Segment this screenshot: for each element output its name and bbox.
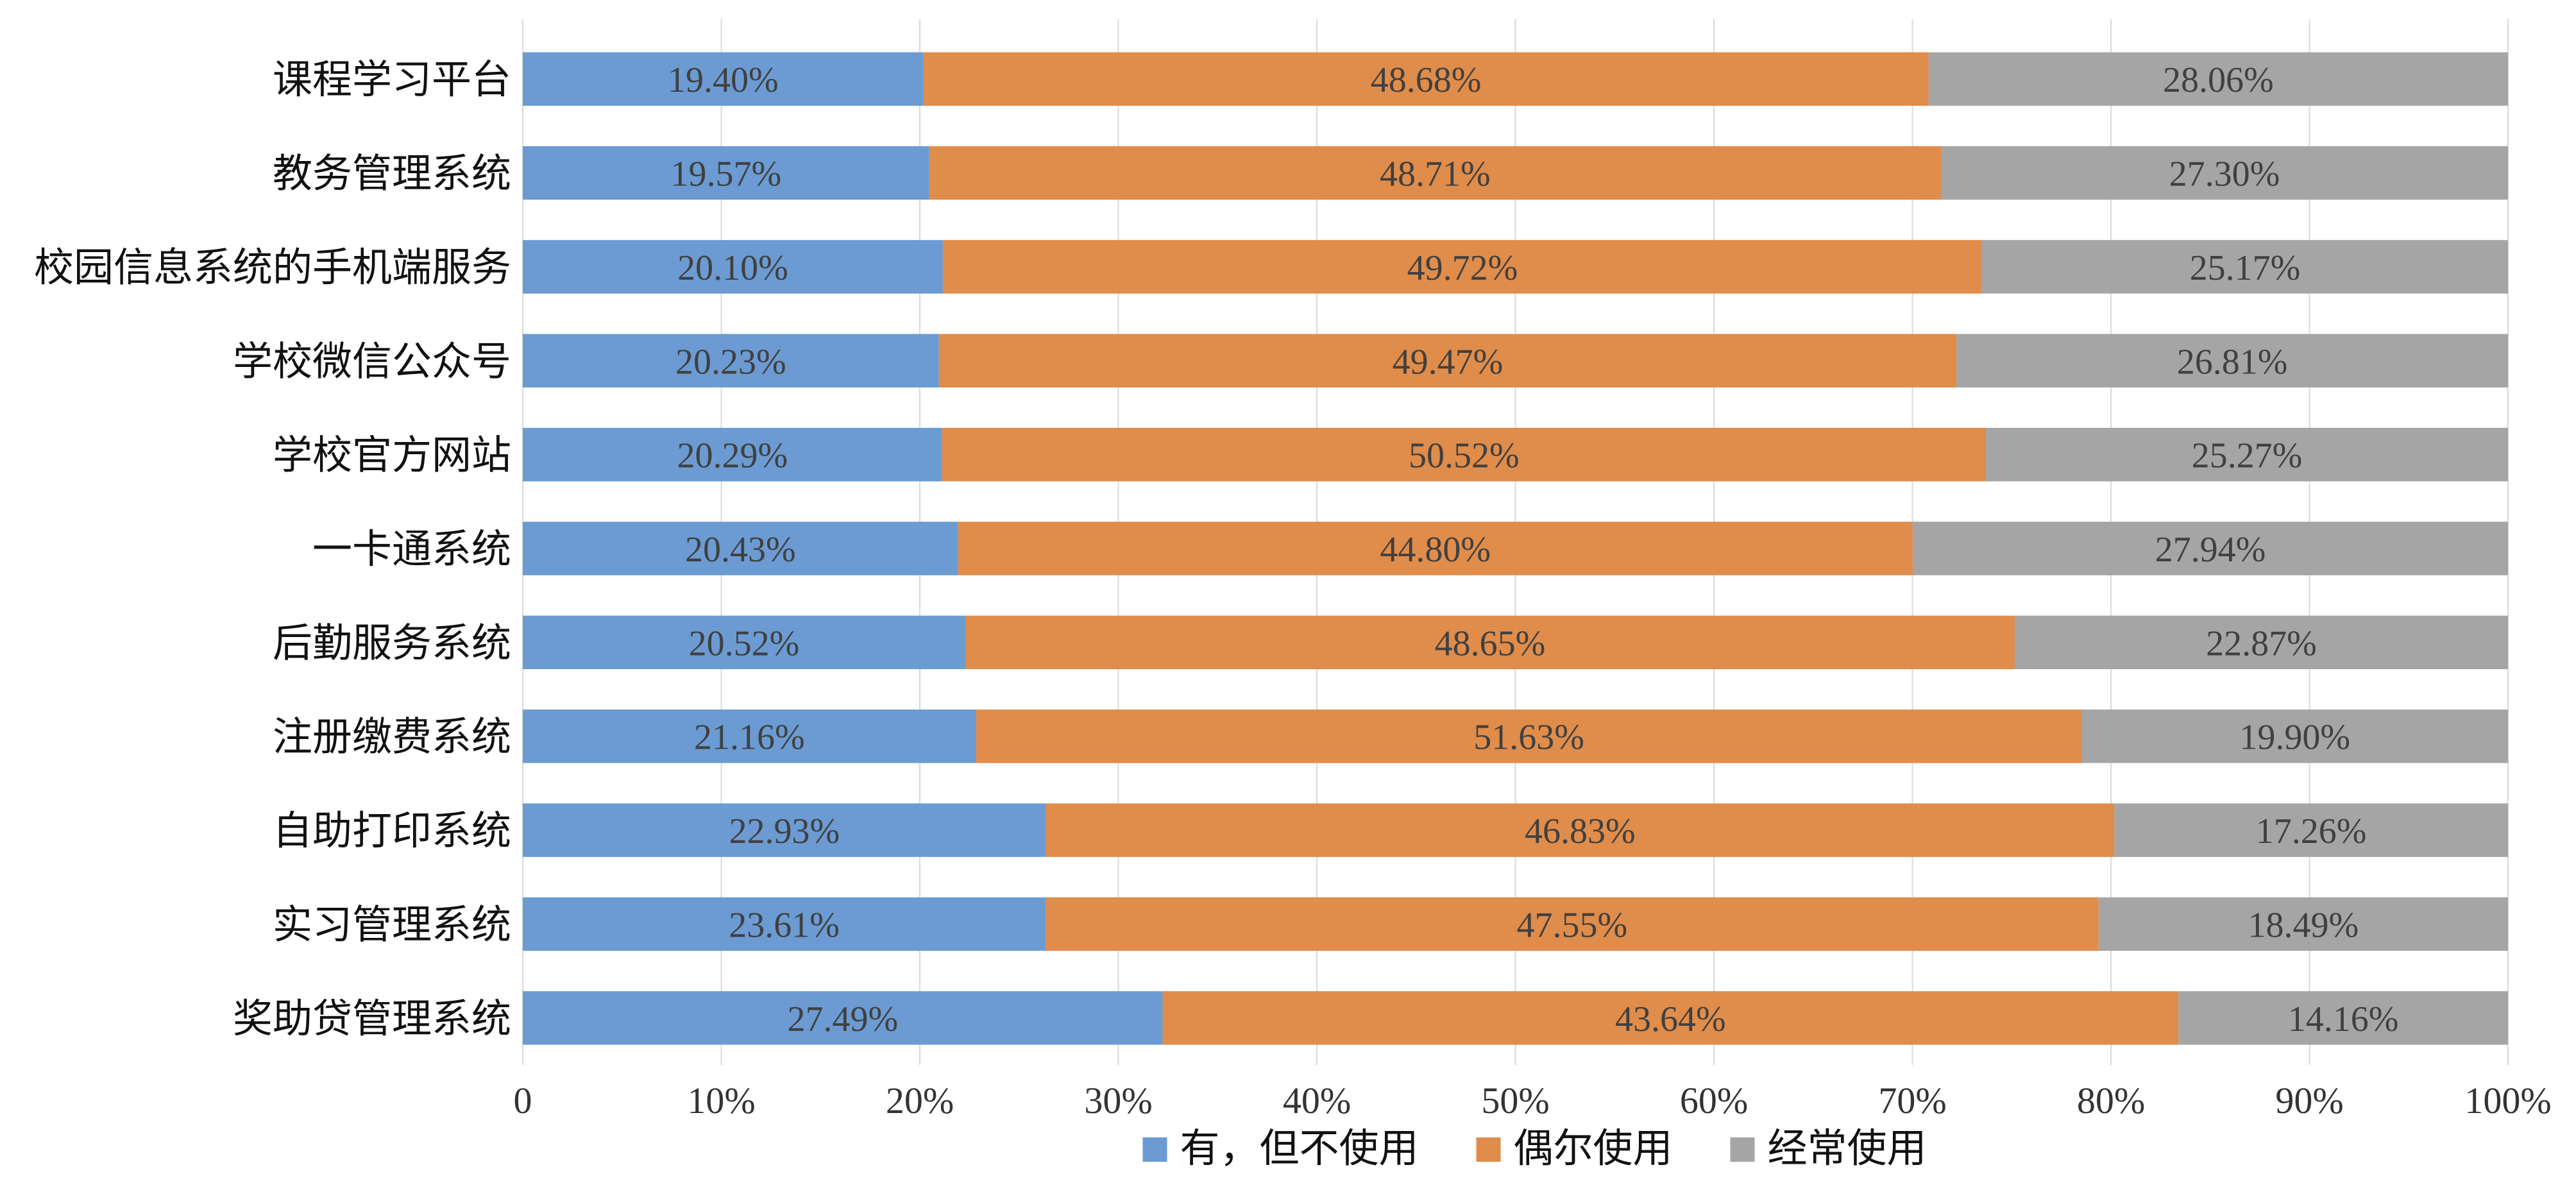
data-label: 23.61% [729, 905, 840, 945]
category-label: 奖助贷管理系统 [233, 995, 511, 1042]
bar-segment [929, 146, 1941, 200]
category-label: 自助打印系统 [273, 807, 511, 854]
bar-segment [965, 615, 2015, 670]
legend-label: 偶尔使用 [1514, 1125, 1673, 1171]
bar-segment [2098, 897, 2508, 951]
category-label: 一卡通系统 [312, 525, 511, 572]
category-label: 校园信息系统的手机端服务 [34, 244, 511, 291]
data-label: 21.16% [694, 718, 805, 758]
data-label: 20.10% [677, 248, 788, 288]
legend-swatch [1142, 1137, 1167, 1162]
bar-segment [1956, 334, 2508, 387]
bar-segment [2178, 991, 2508, 1045]
x-tick-label: 20% [886, 1080, 954, 1121]
bar-segment [2114, 803, 2508, 857]
bar-segment [523, 991, 1163, 1045]
x-tick-label: 70% [1878, 1080, 1946, 1121]
bar-segment [1985, 427, 2508, 482]
bar-segment [523, 427, 942, 482]
legend-swatch [1730, 1137, 1755, 1162]
bar-segment [1046, 897, 2099, 951]
bar-segment [523, 897, 1046, 951]
bar-segment [1928, 52, 2508, 106]
data-label: 25.17% [2190, 248, 2301, 288]
data-label: 49.72% [1407, 248, 1518, 288]
x-tick-label: 100% [2464, 1080, 2551, 1121]
data-label: 20.52% [689, 624, 800, 663]
category-label: 后勤服务系统 [273, 619, 511, 666]
data-label: 44.80% [1380, 530, 1491, 570]
bar-segment [958, 522, 1913, 575]
data-label: 27.30% [2169, 155, 2280, 194]
x-tick-label: 30% [1084, 1080, 1152, 1121]
data-label: 25.27% [2192, 436, 2303, 476]
bar-segment [938, 334, 1957, 387]
data-label: 49.47% [1393, 342, 1504, 382]
category-label: 学校微信公众号 [233, 337, 511, 384]
bar-segment [1162, 991, 2179, 1045]
legend-label: 经常使用 [1768, 1125, 1927, 1171]
legend-swatch [1476, 1137, 1501, 1162]
data-label: 22.93% [729, 812, 840, 851]
category-label: 学校官方网站 [273, 432, 511, 479]
bar-segment [523, 803, 1046, 857]
bar-segment [923, 52, 1929, 106]
data-label: 26.81% [2177, 342, 2288, 382]
x-tick-label: 80% [2077, 1080, 2145, 1121]
bar-segment [523, 240, 943, 294]
bar-segment [523, 52, 924, 106]
data-label: 48.71% [1380, 155, 1491, 194]
x-tick-label: 0 [514, 1080, 532, 1121]
data-label: 27.49% [787, 999, 898, 1039]
bar-segment [1912, 522, 2508, 575]
data-label: 18.49% [2248, 905, 2359, 945]
bar-segment [1046, 803, 2115, 857]
data-label: 19.57% [671, 155, 782, 194]
data-label: 50.52% [1409, 436, 1520, 476]
x-tick-label: 10% [687, 1080, 755, 1121]
bar-segment [523, 146, 929, 200]
bar-segment [523, 710, 976, 763]
bar-segment [523, 334, 939, 387]
bar-segment [976, 710, 2082, 763]
bar-segment [2081, 710, 2508, 763]
bar-segment [523, 615, 966, 670]
bar-segment [523, 522, 958, 575]
data-label: 28.06% [2163, 60, 2274, 100]
bar-segment [1981, 240, 2508, 294]
data-label: 17.26% [2256, 812, 2367, 851]
category-label: 课程学习平台 [273, 56, 511, 103]
data-label: 43.64% [1615, 999, 1726, 1039]
data-label: 47.55% [1517, 905, 1628, 945]
bar-segment [942, 240, 1982, 294]
legend: 有，但不使用 偶尔使用 经常使用 [1142, 1125, 1927, 1171]
data-label: 51.63% [1473, 718, 1584, 758]
data-label: 48.65% [1435, 624, 1546, 663]
data-label: 20.29% [677, 436, 788, 476]
data-label: 14.16% [2288, 999, 2399, 1039]
category-label: 教务管理系统 [273, 150, 511, 197]
axes: 0 10% 20% 30% 40% 50% 60% 70% 80% 90% 100% 课程学习平台教务… [34, 56, 2552, 1121]
bars: 19.40% 48.68% 28.06% 19.57% 48.71% 27.30% 20.1… [523, 52, 2508, 1045]
data-label: 19.40% [668, 60, 779, 100]
x-tick-label: 50% [1481, 1080, 1549, 1121]
x-tick-label: 40% [1283, 1080, 1351, 1121]
bar-segment [1940, 146, 2508, 200]
data-label: 20.43% [685, 530, 796, 570]
data-label: 46.83% [1525, 812, 1636, 851]
data-label: 20.23% [675, 342, 786, 382]
data-label: 48.68% [1371, 60, 1482, 100]
category-label: 实习管理系统 [273, 901, 511, 948]
bar-segment [942, 427, 1986, 482]
data-label: 19.90% [2239, 718, 2350, 758]
x-tick-label: 90% [2275, 1080, 2343, 1121]
data-label: 22.87% [2206, 624, 2317, 663]
x-tick-label: 60% [1680, 1080, 1748, 1121]
category-label: 注册缴费系统 [273, 713, 511, 760]
bar-segment [2014, 615, 2508, 670]
data-label: 27.94% [2155, 530, 2266, 570]
legend-label: 有，但不使用 [1180, 1125, 1419, 1171]
